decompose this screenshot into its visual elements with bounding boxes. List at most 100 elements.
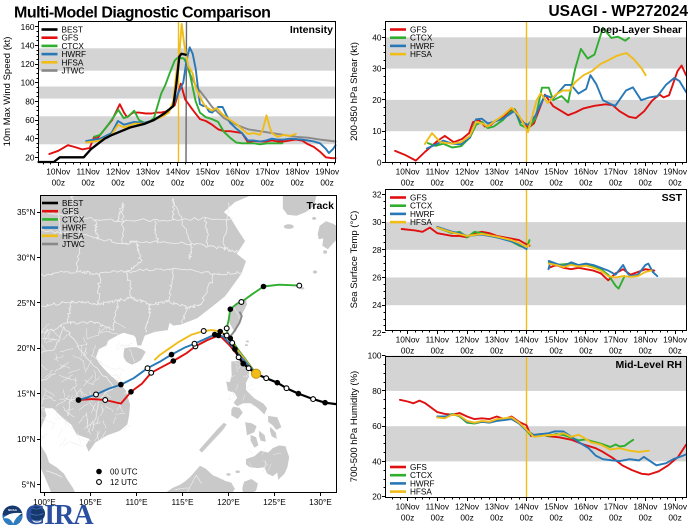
- svg-text:00z: 00z: [431, 346, 444, 356]
- svg-text:120: 120: [21, 59, 35, 69]
- svg-text:Deep-Layer Shear: Deep-Layer Shear: [593, 24, 682, 36]
- svg-text:15Nov: 15Nov: [544, 335, 569, 345]
- svg-text:HWRF: HWRF: [410, 479, 435, 488]
- svg-text:00z: 00z: [401, 178, 414, 188]
- svg-text:32: 32: [372, 189, 382, 199]
- svg-text:00z: 00z: [579, 178, 592, 188]
- svg-text:80: 80: [372, 386, 382, 396]
- svg-text:Multi-Model Diagnostic Compari: Multi-Model Diagnostic Comparison: [14, 5, 270, 22]
- svg-text:30°N: 30°N: [17, 252, 36, 262]
- svg-text:HFSA: HFSA: [62, 232, 84, 241]
- svg-text:00z: 00z: [490, 513, 503, 523]
- svg-text:10Nov: 10Nov: [396, 335, 421, 345]
- svg-text:00z: 00z: [639, 346, 652, 356]
- svg-text:HWRF: HWRF: [410, 210, 435, 219]
- svg-text:160: 160: [21, 22, 35, 32]
- svg-text:60: 60: [25, 115, 35, 125]
- svg-text:00z: 00z: [141, 178, 154, 188]
- svg-text:GFS: GFS: [410, 194, 427, 203]
- svg-text:16Nov: 16Nov: [574, 335, 599, 345]
- svg-text:11Nov: 11Nov: [426, 167, 450, 177]
- svg-text:140: 140: [21, 40, 35, 50]
- svg-text:00z: 00z: [550, 178, 563, 188]
- svg-text:10: 10: [372, 126, 382, 136]
- svg-text:18Nov: 18Nov: [285, 167, 310, 177]
- svg-text:100: 100: [21, 78, 35, 88]
- svg-text:12 UTC: 12 UTC: [110, 478, 138, 487]
- svg-text:18Nov: 18Nov: [633, 335, 658, 345]
- svg-text:20: 20: [372, 492, 382, 502]
- svg-text:80: 80: [25, 96, 35, 106]
- svg-text:CTCX: CTCX: [410, 34, 433, 43]
- svg-text:GFS: GFS: [410, 463, 427, 472]
- svg-text:700-500 hPa Humidity (%): 700-500 hPa Humidity (%): [349, 371, 360, 482]
- svg-text:13Nov: 13Nov: [485, 502, 510, 512]
- svg-text:BEST: BEST: [62, 199, 83, 208]
- svg-text:00z: 00z: [401, 346, 414, 356]
- svg-text:HWRF: HWRF: [410, 42, 435, 51]
- svg-text:12Nov: 12Nov: [455, 335, 480, 345]
- svg-text:20°N: 20°N: [17, 343, 36, 353]
- svg-text:12Nov: 12Nov: [455, 167, 480, 177]
- svg-text:HFSA: HFSA: [62, 58, 84, 67]
- svg-text:0: 0: [377, 158, 382, 168]
- svg-text:100°E: 100°E: [33, 497, 56, 507]
- svg-text:14Nov: 14Nov: [514, 335, 539, 345]
- svg-text:CTCX: CTCX: [410, 202, 433, 211]
- svg-text:11Nov: 11Nov: [426, 335, 450, 345]
- svg-text:HFSA: HFSA: [410, 50, 432, 59]
- svg-text:22: 22: [372, 328, 382, 338]
- svg-text:115°E: 115°E: [171, 497, 194, 507]
- svg-text:00z: 00z: [668, 346, 681, 356]
- svg-text:105°E: 105°E: [79, 497, 102, 507]
- svg-text:00z: 00z: [460, 346, 473, 356]
- svg-text:25°N: 25°N: [17, 298, 36, 308]
- svg-text:00z: 00z: [579, 346, 592, 356]
- svg-text:00z: 00z: [490, 346, 503, 356]
- svg-text:10°N: 10°N: [17, 434, 36, 444]
- svg-text:GFS: GFS: [410, 26, 427, 35]
- svg-text:00z: 00z: [460, 178, 473, 188]
- svg-text:15°N: 15°N: [17, 389, 36, 399]
- svg-text:BEST: BEST: [62, 26, 83, 35]
- svg-text:17Nov: 17Nov: [604, 502, 629, 512]
- svg-text:USAGI - WP272024: USAGI - WP272024: [548, 3, 688, 20]
- svg-text:14Nov: 14Nov: [514, 502, 539, 512]
- svg-text:11Nov: 11Nov: [426, 502, 450, 512]
- svg-text:17Nov: 17Nov: [604, 335, 629, 345]
- svg-text:00z: 00z: [460, 513, 473, 523]
- svg-text:00z: 00z: [401, 513, 414, 523]
- svg-text:125°E: 125°E: [263, 497, 286, 507]
- svg-text:HFSA: HFSA: [410, 218, 432, 227]
- svg-text:11Nov: 11Nov: [76, 167, 100, 177]
- svg-text:Track: Track: [307, 200, 335, 212]
- svg-text:Mid-Level RH: Mid-Level RH: [615, 359, 682, 371]
- svg-text:HWRF: HWRF: [62, 50, 87, 59]
- svg-text:00z: 00z: [520, 513, 533, 523]
- svg-text:110°E: 110°E: [125, 497, 148, 507]
- svg-text:00z: 00z: [431, 513, 444, 523]
- svg-text:30: 30: [372, 217, 382, 227]
- svg-text:40: 40: [372, 32, 382, 42]
- svg-text:SST: SST: [662, 192, 683, 204]
- svg-text:00z: 00z: [320, 178, 333, 188]
- svg-text:CIRA: CIRA: [25, 500, 94, 525]
- svg-text:GFS: GFS: [62, 34, 79, 43]
- svg-text:CTCX: CTCX: [62, 215, 85, 224]
- svg-text:00z: 00z: [111, 178, 124, 188]
- svg-text:NOAA: NOAA: [8, 508, 18, 512]
- svg-text:16Nov: 16Nov: [574, 502, 599, 512]
- svg-text:00z: 00z: [668, 178, 681, 188]
- svg-text:00z: 00z: [201, 178, 214, 188]
- svg-text:200-850 hPa Shear (kt): 200-850 hPa Shear (kt): [349, 42, 360, 141]
- svg-text:00z: 00z: [431, 178, 444, 188]
- svg-text:JTWC: JTWC: [62, 67, 85, 76]
- svg-text:60: 60: [372, 421, 382, 431]
- svg-text:28: 28: [372, 245, 382, 255]
- svg-text:16Nov: 16Nov: [574, 167, 599, 177]
- svg-text:00z: 00z: [81, 178, 94, 188]
- svg-text:Intensity: Intensity: [290, 24, 333, 36]
- svg-text:19Nov: 19Nov: [315, 167, 340, 177]
- svg-text:00z: 00z: [261, 178, 274, 188]
- svg-text:00z: 00z: [291, 178, 304, 188]
